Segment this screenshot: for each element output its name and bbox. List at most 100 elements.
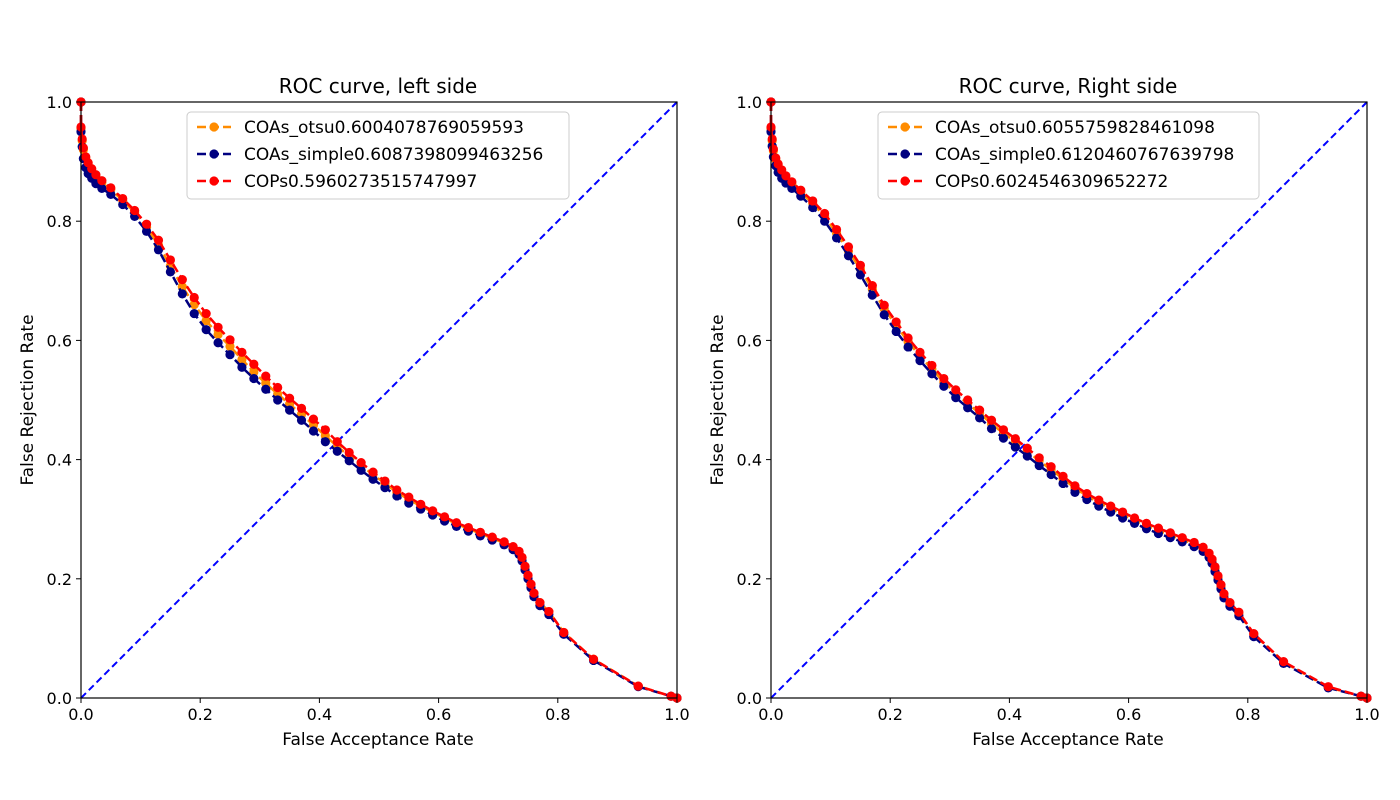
right-series-2-point bbox=[843, 242, 854, 252]
left-series-2-point bbox=[273, 382, 283, 393]
right-series-2-point bbox=[1046, 462, 1056, 472]
left-series-0-point bbox=[249, 367, 259, 377]
left-series-2-point bbox=[97, 176, 107, 186]
right-legend-swatch-marker bbox=[900, 149, 910, 159]
right-series-2-point bbox=[855, 260, 866, 270]
right-series-2-point bbox=[1213, 571, 1223, 581]
left-series-2-point bbox=[633, 681, 643, 691]
right-series-2-point bbox=[808, 196, 818, 206]
right-series-2-point bbox=[891, 317, 901, 327]
left-series-1-point bbox=[153, 245, 164, 255]
left-series-2-point bbox=[451, 518, 462, 528]
left-series-2-point bbox=[404, 492, 414, 502]
left-panel-title: ROC curve, left side bbox=[279, 74, 477, 98]
right-legend: COAs_otsu0.6055759828461098 COAs_simple0.… bbox=[877, 111, 1260, 200]
right-series-2-point bbox=[927, 360, 937, 371]
right-x-axis-label: False Acceptance Rate bbox=[972, 730, 1163, 750]
left-series-2-point bbox=[296, 403, 307, 413]
left-legend-swatch-marker bbox=[209, 149, 219, 159]
left-series-1-point bbox=[368, 474, 378, 484]
left-series-2-point bbox=[392, 485, 402, 495]
left-series-2-point bbox=[499, 537, 509, 547]
left-series-0-point bbox=[201, 316, 211, 326]
right-series-2-point bbox=[879, 300, 889, 310]
right-series-1-point bbox=[927, 369, 937, 379]
left-series-1-point bbox=[285, 405, 295, 415]
right-series-2-point bbox=[1082, 488, 1092, 499]
right-series-1-point bbox=[1022, 451, 1032, 461]
left-legend-label: COAs_otsu0.6004078769059593 bbox=[244, 118, 524, 138]
left-x-axis-label: False Acceptance Rate bbox=[282, 730, 473, 750]
left-series-2-point bbox=[356, 457, 366, 468]
right-series-1-point bbox=[903, 342, 913, 352]
right-x-tick-label: 1.0 bbox=[1354, 705, 1379, 724]
right-series-2-point bbox=[1141, 518, 1152, 528]
right-series-2-point bbox=[1198, 542, 1208, 552]
right-series-2-point bbox=[1278, 657, 1289, 667]
left-series-2-point bbox=[249, 359, 259, 369]
right-legend-label: COAs_otsu0.6055759828461098 bbox=[935, 118, 1215, 138]
left-series-1-point bbox=[249, 373, 259, 384]
left-series-2-point bbox=[106, 183, 116, 193]
right-x-tick-label: 0.2 bbox=[877, 705, 902, 724]
left-series-2-point bbox=[308, 414, 319, 424]
right-series-1-point bbox=[867, 290, 877, 300]
left-series-1-point bbox=[213, 338, 223, 348]
left-series-1-point bbox=[225, 350, 235, 360]
left-legend-label: COPs0.5960273515747997 bbox=[244, 172, 477, 192]
right-series-1-point bbox=[1034, 460, 1044, 471]
right-series-2-point bbox=[796, 185, 806, 195]
right-series-2-point bbox=[1234, 607, 1244, 617]
left-x-tick-label: 0.4 bbox=[307, 705, 332, 724]
right-series-1-point bbox=[820, 216, 830, 226]
left-diagonal-reference-line bbox=[80, 101, 678, 699]
left-series-2-point bbox=[78, 143, 88, 153]
left-series-1-point bbox=[237, 362, 247, 372]
right-series-1-point bbox=[1058, 478, 1068, 489]
left-series-2-point bbox=[529, 588, 539, 598]
left-series-1-point bbox=[106, 189, 116, 199]
left-series-2-point bbox=[130, 205, 140, 216]
left-x-tick-label: 0.0 bbox=[68, 705, 93, 724]
left-legend-box bbox=[186, 111, 570, 200]
left-series-2-point bbox=[526, 579, 536, 589]
right-series-2-point bbox=[1216, 580, 1226, 590]
left-series-2-point bbox=[523, 570, 533, 580]
right-series-1-point bbox=[1010, 442, 1020, 452]
left-series-2-point bbox=[118, 193, 128, 204]
left-series-2-point bbox=[177, 275, 187, 285]
right-series-2-point bbox=[903, 333, 913, 343]
right-legend-box bbox=[877, 111, 1260, 200]
left-series-2-point bbox=[475, 527, 485, 537]
right-series-2-point bbox=[1022, 443, 1032, 453]
left-series-1-point bbox=[189, 308, 199, 319]
right-x-tick-label: 0.6 bbox=[1116, 705, 1141, 724]
left-series-2-point bbox=[588, 654, 599, 664]
left-x-tick-label: 1.0 bbox=[664, 705, 689, 724]
right-series-2-point bbox=[1058, 471, 1068, 481]
left-series-1-point bbox=[201, 325, 211, 335]
right-series-1-point bbox=[998, 433, 1009, 443]
left-series-2-point bbox=[165, 255, 175, 265]
right-y-tick-label: 0.4 bbox=[737, 451, 762, 470]
left-x-tick-label: 0.8 bbox=[545, 705, 570, 724]
right-series-2-point bbox=[1207, 554, 1217, 564]
left-series-2-point bbox=[428, 506, 438, 516]
left-series-0-point bbox=[213, 329, 223, 340]
right-series-2-point bbox=[1010, 434, 1020, 444]
left-series-2-point bbox=[285, 393, 295, 403]
right-series-1-point bbox=[808, 202, 818, 213]
left-axes-frame bbox=[80, 101, 678, 699]
right-x-tick-label: 0.8 bbox=[1235, 705, 1260, 724]
right-y-tick-label: 0.2 bbox=[737, 570, 762, 589]
right-series-1-point bbox=[843, 251, 854, 261]
right-series-2-point bbox=[915, 347, 925, 357]
left-x-tick-label: 0.2 bbox=[187, 705, 212, 724]
right-y-tick-label: 0.8 bbox=[737, 212, 762, 231]
right-diagonal-reference-line bbox=[770, 101, 1368, 699]
left-series-1-point bbox=[141, 226, 152, 236]
right-series-1-point bbox=[855, 270, 866, 280]
left-y-tick-label: 1.0 bbox=[47, 93, 72, 112]
right-series-1-point bbox=[975, 413, 985, 423]
